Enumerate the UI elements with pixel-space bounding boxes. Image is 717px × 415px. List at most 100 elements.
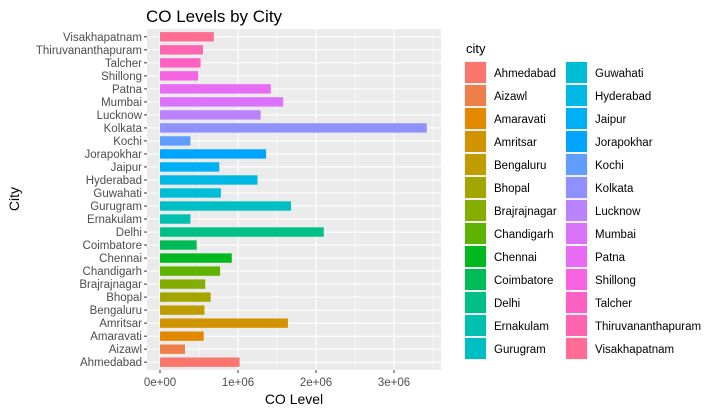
- x-tick-label: 3e+06: [378, 377, 410, 389]
- bar-jorapokhar: [160, 149, 267, 159]
- x-tick-label: 1e+06: [222, 377, 254, 389]
- bar-ernakulam: [160, 214, 191, 224]
- bar-visakhapatnam: [160, 32, 214, 42]
- y-tick-label: Lucknow: [97, 110, 143, 122]
- legend-swatch: [465, 223, 486, 244]
- legend-swatch: [566, 85, 587, 106]
- legend-label: Talcher: [595, 298, 632, 310]
- y-tick-label: Brajrajnagar: [79, 279, 142, 291]
- legend-swatch: [566, 315, 587, 336]
- legend-swatch: [465, 338, 486, 359]
- bar-lucknow: [160, 110, 261, 120]
- legend-label: Hyderabad: [595, 91, 651, 103]
- bar-amritsar: [160, 318, 288, 328]
- bar-gurugram: [160, 201, 292, 211]
- legend-label: Guwahati: [595, 68, 644, 80]
- legend-swatch: [465, 200, 486, 221]
- y-tick-label: Jorapokhar: [84, 149, 142, 161]
- y-tick-label: Talcher: [105, 58, 142, 70]
- y-tick-label: Chandigarh: [83, 266, 142, 278]
- y-tick-label: Kolkata: [104, 123, 143, 135]
- y-tick-label: Mumbai: [101, 97, 142, 109]
- legend-swatch: [566, 177, 587, 198]
- bar-coimbatore: [160, 240, 197, 250]
- bar-talcher: [160, 58, 201, 68]
- y-tick-label: Guwahati: [93, 188, 142, 200]
- bar-aizawl: [160, 344, 185, 354]
- y-tick-label: Hyderabad: [86, 175, 142, 187]
- bar-chandigarh: [160, 266, 221, 276]
- x-tick-label: 2e+06: [300, 377, 332, 389]
- legend-label: Gurugram: [494, 344, 546, 356]
- y-tick-label: Ahmedabad: [80, 357, 142, 369]
- y-tick-label: Chennai: [99, 253, 142, 265]
- legend-label: Patna: [595, 252, 626, 264]
- bar-bengaluru: [160, 305, 205, 315]
- legend-swatch: [465, 269, 486, 290]
- legend-swatch: [566, 200, 587, 221]
- y-tick-label: Amaravati: [90, 331, 142, 343]
- y-tick-label: Bengaluru: [90, 305, 142, 317]
- legend-label: Thiruvananthapuram: [595, 321, 701, 333]
- y-tick-label: Thiruvananthapuram: [36, 45, 142, 57]
- legend-swatch: [566, 62, 587, 83]
- legend-label: Ahmedabad: [494, 68, 556, 80]
- legend-swatch: [566, 338, 587, 359]
- y-axis-label: City: [6, 187, 22, 211]
- legend-swatch: [465, 131, 486, 152]
- bar-thiruvananthapuram: [160, 45, 203, 55]
- legend-swatch: [465, 292, 486, 313]
- legend-label: Jaipur: [595, 114, 626, 126]
- legend-label: Lucknow: [595, 206, 641, 218]
- y-tick-label: Delhi: [116, 227, 142, 239]
- bar-ahmedabad: [160, 357, 240, 367]
- chart-title: CO Levels by City: [146, 7, 283, 26]
- bar-kolkata: [160, 123, 427, 133]
- bar-kochi: [160, 136, 191, 146]
- y-tick-label: Ernakulam: [87, 214, 142, 226]
- legend-label: Mumbai: [595, 229, 636, 241]
- bar-jaipur: [160, 162, 220, 172]
- legend-swatch: [465, 246, 486, 267]
- y-tick-label: Patna: [112, 84, 143, 96]
- legend: Ahmedabad Aizawl Amaravati Amritsar Bengalur…: [464, 61, 701, 360]
- legend-label: Amaravati: [494, 114, 546, 126]
- legend-swatch: [465, 177, 486, 198]
- legend-swatch: [465, 108, 486, 129]
- bar-mumbai: [160, 97, 284, 107]
- y-tick-label: Visakhapatnam: [63, 32, 142, 44]
- legend-label: Visakhapatnam: [595, 344, 674, 356]
- legend-label: Amritsar: [494, 137, 537, 149]
- bars: [160, 32, 427, 367]
- legend-label: Coimbatore: [494, 275, 553, 287]
- legend-swatch: [566, 223, 587, 244]
- bar-bhopal: [160, 292, 211, 302]
- bar-delhi: [160, 227, 324, 237]
- legend-swatch: [465, 315, 486, 336]
- legend-label: Chennai: [494, 252, 537, 264]
- legend-label: Jorapokhar: [595, 137, 653, 149]
- legend-swatch: [566, 154, 587, 175]
- bar-brajrajnagar: [160, 279, 206, 289]
- legend-swatch: [465, 154, 486, 175]
- legend-label: Brajrajnagar: [494, 206, 557, 218]
- legend-label: Bengaluru: [494, 160, 546, 172]
- legend-label: Kolkata: [595, 183, 634, 195]
- y-tick-label: Coimbatore: [83, 240, 142, 252]
- x-axis-ticks: 0e+00 1e+06 2e+06 3e+06: [144, 370, 410, 389]
- legend-swatch: [566, 269, 587, 290]
- legend-swatch: [566, 292, 587, 313]
- legend-swatch: [566, 246, 587, 267]
- bar-patna: [160, 84, 271, 94]
- legend-label: Bhopal: [494, 183, 530, 195]
- legend-label: Ernakulam: [494, 321, 549, 333]
- bar-shillong: [160, 71, 199, 81]
- y-tick-label: Aizawl: [109, 344, 142, 356]
- legend-label: Delhi: [494, 298, 520, 310]
- y-axis-ticks: AhmedabadAizawlAmaravatiAmritsarBengalur…: [36, 32, 147, 369]
- y-tick-label: Gurugram: [90, 201, 142, 213]
- legend-swatch: [465, 85, 486, 106]
- legend-swatch: [566, 108, 587, 129]
- bar-chennai: [160, 253, 232, 263]
